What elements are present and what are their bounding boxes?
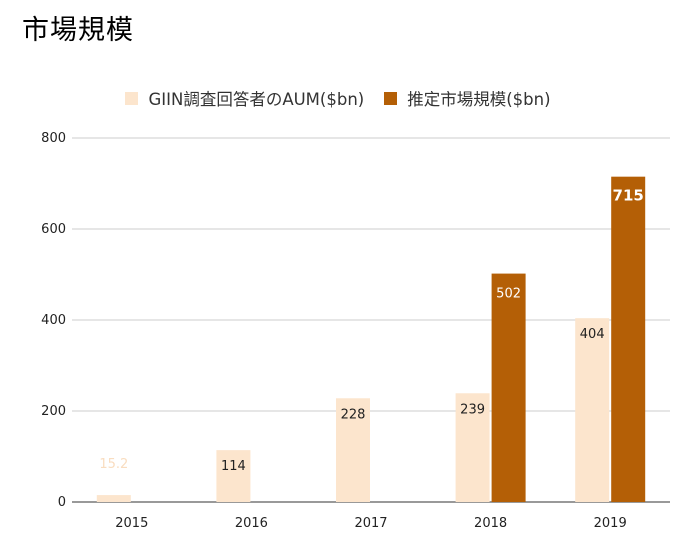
legend-label-market: 推定市場規模($bn): [407, 90, 551, 109]
x-axis-ticks: 2015 2016 2017 2018 2019: [115, 516, 626, 531]
data-label: 715: [613, 187, 644, 205]
bar-market-estimate: [491, 273, 526, 502]
y-tick-label: 0: [58, 495, 66, 510]
y-axis-ticks: 0 200 400 600 800: [41, 131, 66, 510]
data-label: 404: [580, 327, 605, 342]
bar-aum: [336, 398, 370, 502]
bar-aum: [96, 495, 131, 502]
y-tick-label: 600: [41, 222, 66, 237]
gridlines: [72, 137, 670, 503]
data-label: 239: [460, 402, 485, 417]
legend-label-aum: GIIN調査回答者のAUM($bn): [148, 90, 365, 109]
y-tick-label: 800: [41, 131, 66, 146]
legend-item-aum: GIIN調査回答者のAUM($bn): [125, 86, 364, 110]
data-label: 114: [221, 459, 246, 474]
x-tick-label: 2018: [474, 516, 507, 531]
x-tick-label: 2017: [354, 516, 387, 531]
x-tick-label: 2015: [115, 516, 148, 531]
bar-market-estimate: [611, 176, 646, 503]
x-tick-label: 2016: [235, 516, 268, 531]
bar-aum: [455, 393, 490, 502]
bar-aum: [216, 450, 251, 502]
y-tick-label: 200: [41, 404, 66, 419]
data-labels: 15.2 114 228 239 502 404 715: [99, 187, 644, 474]
legend-swatch-aum: [125, 91, 139, 105]
page-title: 市場規模: [22, 15, 134, 46]
legend-item-market: 推定市場規模($bn): [384, 86, 551, 110]
bar-aum: [575, 318, 610, 502]
chart-legend: GIIN調査回答者のAUM($bn) 推定市場規模($bn): [0, 86, 676, 110]
data-label: 15.2: [99, 457, 128, 472]
bars: [96, 176, 646, 503]
x-tick-label: 2019: [594, 516, 627, 531]
data-label: 228: [341, 407, 366, 422]
y-tick-label: 400: [41, 313, 66, 328]
legend-swatch-market: [384, 91, 398, 105]
data-label: 502: [496, 287, 521, 302]
